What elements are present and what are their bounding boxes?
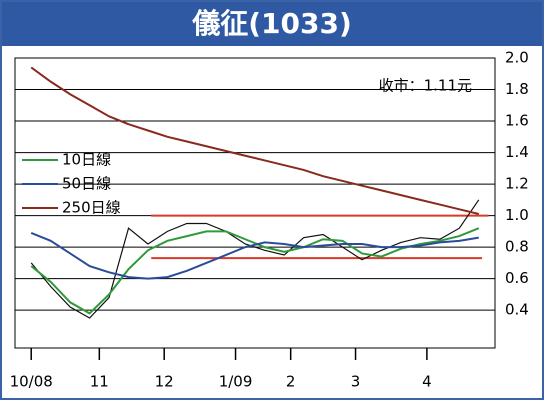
x-tick-label: 1/09	[219, 373, 253, 391]
series-line	[30, 232, 479, 280]
y-tick-label: 0.8	[505, 238, 529, 256]
series-line	[30, 66, 480, 216]
y-tick-label: 0.6	[505, 269, 529, 287]
title-bar	[2, 2, 542, 46]
y-tick-label: 1.4	[505, 143, 529, 161]
price-line	[30, 199, 480, 319]
y-tick-label: 1.6	[505, 112, 529, 130]
y-tick-label: 1.0	[505, 206, 529, 224]
y-tick-label: 0.4	[505, 301, 529, 319]
legend-label: 250日線	[62, 199, 121, 217]
y-tick-label: 1.2	[505, 175, 529, 193]
y-tick-label: 1.8	[505, 80, 529, 98]
x-tick-label: 10/08	[10, 373, 53, 391]
x-tick-label: 4	[422, 373, 432, 391]
series-line	[30, 227, 480, 315]
x-tick-label: 2	[286, 373, 296, 391]
legend-label: 10日線	[62, 151, 111, 169]
x-tick-label: 12	[155, 373, 174, 391]
annotation: 收市：1.11元	[379, 77, 472, 95]
y-tick-label: 2.0	[505, 49, 529, 67]
x-tick-label: 11	[90, 373, 109, 391]
x-tick-label: 3	[351, 373, 361, 391]
chart-title: 儀征(1033)	[191, 7, 352, 40]
legend-label: 50日線	[62, 175, 111, 193]
